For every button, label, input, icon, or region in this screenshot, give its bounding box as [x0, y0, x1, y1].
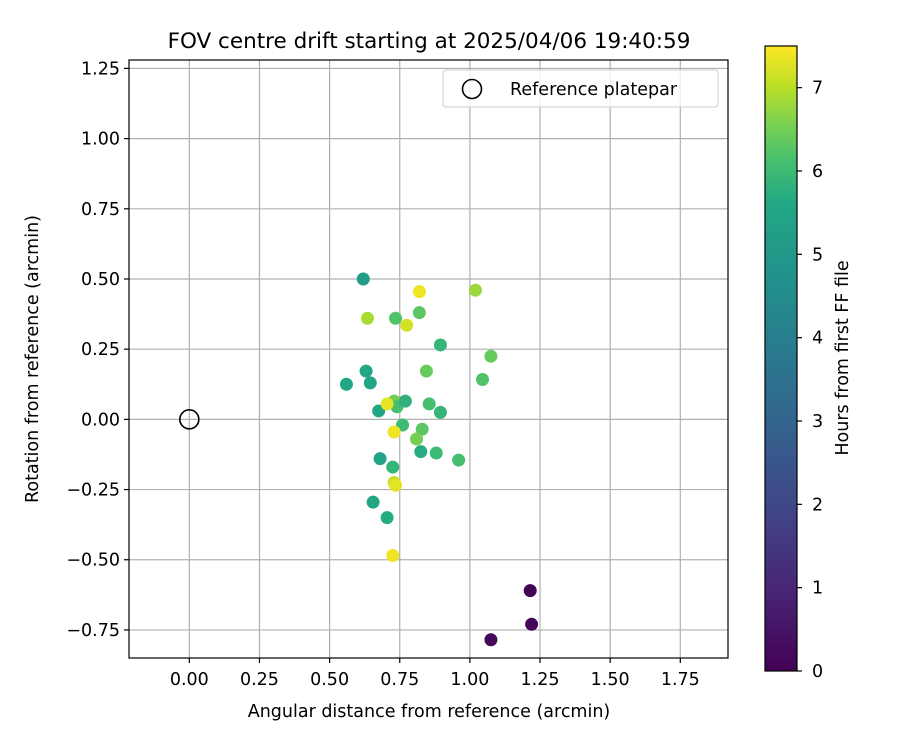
legend: Reference platepar — [442, 69, 719, 108]
y-tick-label: −0.25 — [66, 481, 120, 501]
x-tick-label: 1.25 — [521, 670, 560, 690]
y-tick-label: 1.00 — [81, 130, 120, 150]
data-point — [356, 272, 370, 286]
y-tick-label: 0.25 — [81, 340, 120, 360]
data-point — [389, 311, 403, 325]
x-tick-label: 0.75 — [380, 670, 419, 690]
colorbar-tick-label: 5 — [812, 245, 823, 265]
y-tick-label: 0.50 — [81, 270, 120, 290]
data-point — [387, 425, 401, 439]
chart-title: FOV centre drift starting at 2025/04/06 … — [168, 29, 691, 54]
data-point — [525, 617, 539, 631]
data-point — [400, 318, 414, 332]
data-point — [389, 478, 403, 492]
data-point — [412, 306, 426, 320]
colorbar: 0 1 2 3 4 5 6 7 Hours from first FF file — [764, 45, 853, 682]
y-tick-label: 0.00 — [81, 410, 120, 430]
data-point — [484, 349, 498, 363]
data-point — [468, 283, 482, 297]
y-tick-label: 1.25 — [81, 59, 120, 79]
data-point — [380, 511, 394, 525]
colorbar-tick-label: 1 — [812, 579, 823, 599]
y-axis: −0.75 −0.50 −0.25 0.00 0.25 0.50 0.75 1.00 1.25 — [66, 59, 129, 641]
x-tick-label: 0.50 — [310, 670, 349, 690]
colorbar-gradient — [764, 45, 798, 672]
data-point — [523, 584, 537, 598]
data-points — [339, 272, 539, 647]
data-point — [422, 397, 436, 411]
data-point — [366, 495, 380, 509]
x-tick-label: 0.00 — [170, 670, 209, 690]
data-point — [452, 453, 466, 467]
data-point — [360, 311, 374, 325]
data-point — [398, 394, 412, 408]
reference-marker — [179, 409, 200, 430]
colorbar-tick-label: 0 — [812, 662, 823, 682]
data-point — [415, 422, 429, 436]
data-point — [339, 377, 353, 391]
colorbar-tick-label: 6 — [812, 162, 823, 182]
data-point — [414, 445, 428, 459]
data-point — [410, 432, 424, 446]
x-tick-label: 1.75 — [661, 670, 700, 690]
grid — [129, 60, 728, 658]
x-tick-label: 1.00 — [450, 670, 489, 690]
x-tick-label: 0.25 — [240, 670, 279, 690]
legend-marker-icon — [461, 78, 483, 100]
data-point — [363, 376, 377, 390]
colorbar-tick-label: 7 — [812, 79, 823, 99]
y-tick-label: −0.75 — [66, 621, 120, 641]
colorbar-tick-label: 3 — [812, 412, 823, 432]
data-point — [419, 364, 433, 378]
data-point — [429, 446, 443, 460]
data-point — [412, 285, 426, 299]
x-tick-label: 1.50 — [591, 670, 630, 690]
data-point — [476, 372, 490, 386]
data-point — [373, 452, 387, 466]
y-axis-label: Rotation from reference (arcmin) — [23, 215, 43, 503]
legend-box — [442, 69, 719, 108]
data-point — [380, 397, 394, 411]
data-point — [433, 338, 447, 352]
x-axis-label: Angular distance from reference (arcmin) — [248, 702, 611, 722]
colorbar-tick-label: 2 — [812, 495, 823, 515]
data-point — [359, 364, 373, 378]
legend-label: Reference platepar — [510, 80, 678, 100]
x-axis: 0.00 0.25 0.50 0.75 1.00 1.25 1.50 1.75 — [170, 658, 700, 690]
colorbar-ticks: 0 1 2 3 4 5 6 7 — [797, 79, 823, 682]
data-point — [386, 460, 400, 474]
data-point — [484, 633, 498, 647]
data-point — [433, 405, 447, 419]
y-tick-label: −0.50 — [66, 551, 120, 571]
data-point — [386, 549, 400, 563]
colorbar-label: Hours from first FF file — [833, 260, 853, 455]
y-tick-label: 0.75 — [81, 200, 120, 220]
colorbar-tick-label: 4 — [812, 329, 823, 349]
plot-frame — [128, 59, 729, 659]
